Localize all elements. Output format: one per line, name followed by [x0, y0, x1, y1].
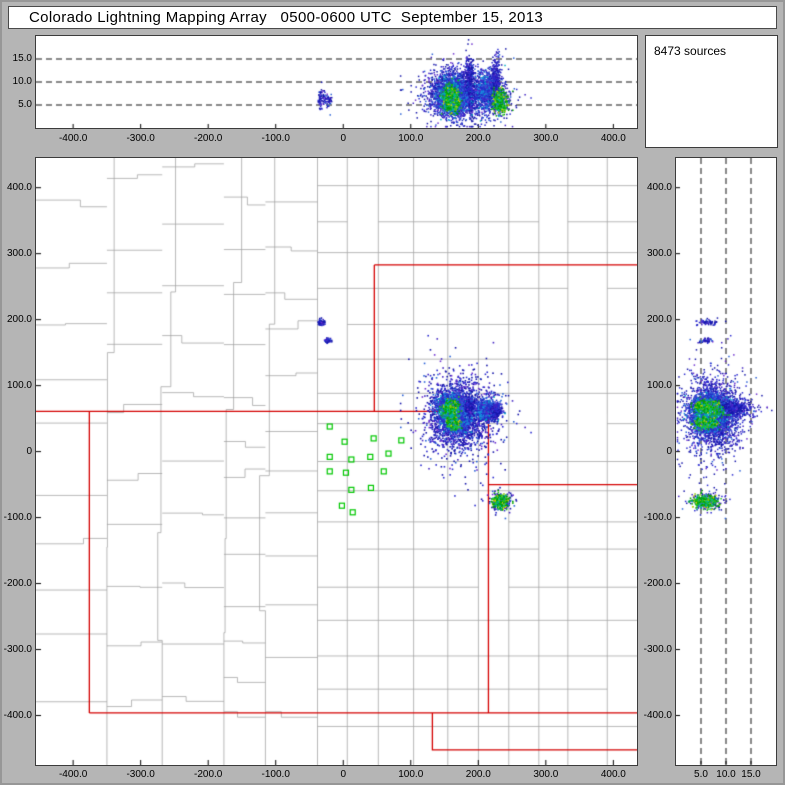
ns-axis-tick-label: 0	[26, 445, 32, 457]
sources-count: 8473 sources	[654, 44, 727, 58]
ew-axis-tick-label: -300.0	[126, 769, 155, 780]
ns-altitude-canvas[interactable]	[676, 158, 776, 765]
ew-axis-tick-label: 100.0	[398, 133, 424, 144]
title-bar: Colorado Lightning Mapping Array 0500-06…	[8, 6, 777, 29]
ns-axis-tick-label: 100.0	[646, 379, 672, 391]
ns-axis-tick-label: 400.0	[646, 181, 672, 193]
ew-axis-tick-label: -400.0	[58, 133, 88, 144]
ns-axis-tick-label: 200.0	[6, 313, 32, 325]
alt-axis-tick-label: 5.0	[694, 769, 708, 780]
ns-axis-tick-label: -200.0	[3, 577, 32, 589]
ns-axis-tick-label: 300.0	[646, 247, 672, 259]
alt-axis-tick-label: 10.0	[12, 76, 32, 87]
plan-view-canvas[interactable]	[36, 158, 637, 765]
ns-axis-tick-label: -100.0	[3, 511, 32, 523]
ns-axis-tick-label: 200.0	[646, 313, 672, 325]
alt-axis-tick-label: 10.0	[716, 769, 736, 780]
ns-axis-tick-label: -100.0	[643, 511, 672, 523]
sources-panel: 8473 sources	[645, 35, 778, 148]
alt-axis-tick-label: 15.0	[12, 53, 32, 64]
ns-axis-tick-label: -200.0	[643, 577, 672, 589]
ew-axis-tick-label: 0	[340, 133, 347, 144]
ns-axis-tick-label: 400.0	[6, 181, 32, 193]
ns-axis-tick-label: -400.0	[3, 709, 32, 721]
window-title: Colorado Lightning Mapping Array 0500-06…	[29, 9, 544, 26]
ew-axis-tick-label: 0	[340, 769, 347, 780]
plan-view-panel	[35, 157, 638, 766]
ns-axis-tick-label: -300.0	[643, 643, 672, 655]
ew-axis-tick-label: -100.0	[261, 769, 290, 780]
ew-axis-tick-label: -100.0	[261, 133, 290, 144]
ew-axis-tick-label: 200.0	[465, 133, 491, 144]
ns-axis-tick-label: 100.0	[6, 379, 32, 391]
ew-axis-tick-label: 300.0	[533, 133, 559, 144]
ns-axis-tick-label: 300.0	[6, 247, 32, 259]
ew-axis-tick-label: 400.0	[600, 769, 626, 780]
ew-axis-tick-label: -200.0	[194, 769, 223, 780]
ew-altitude-canvas[interactable]	[36, 36, 637, 128]
ew-axis-tick-label: -400.0	[58, 769, 88, 780]
alt-axis-tick-label: 5.0	[18, 99, 32, 110]
ew-axis-tick-label: 200.0	[465, 769, 491, 780]
alt-axis-tick-label: 15.0	[741, 769, 761, 780]
ns-axis-tick-label: -400.0	[643, 709, 672, 721]
ns-axis-tick-label: -300.0	[3, 643, 32, 655]
ew-axis-tick-label: 300.0	[533, 769, 559, 780]
ew-axis-tick-label: -200.0	[194, 133, 223, 144]
ns-altitude-panel	[675, 157, 777, 766]
ew-axis-tick-label: -300.0	[126, 133, 155, 144]
ew-axis-tick-label: 400.0	[600, 133, 626, 144]
ns-axis-tick-label: 0	[666, 445, 672, 457]
ew-altitude-panel	[35, 35, 638, 129]
ew-axis-tick-label: 100.0	[398, 769, 424, 780]
